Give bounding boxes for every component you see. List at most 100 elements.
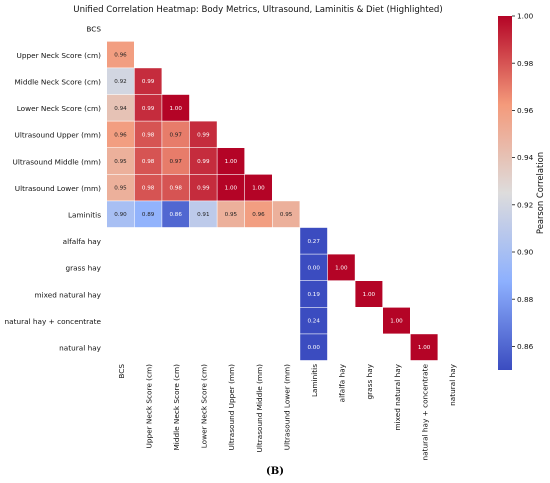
x-tick-label: Ultrasound Lower (mm) <box>282 364 291 450</box>
heatmap-cell <box>410 334 438 361</box>
x-tick-label: Ultrasound Upper (mm) <box>227 364 236 451</box>
y-axis-labels: BCS Upper Neck Score (cm) Middle Neck Scor… <box>5 24 102 352</box>
x-tick-label: BCS <box>117 364 126 379</box>
heatmap-cell <box>300 281 328 307</box>
cell-value-label: 0.98 <box>142 159 155 165</box>
x-tick-label: natural hay + concentrate <box>420 363 429 460</box>
colorbar-gradient <box>498 16 512 370</box>
cell-value-label: 1.00 <box>169 106 182 112</box>
x-tick-label: Ultrasound Middle (mm) <box>255 364 264 453</box>
cell-value-label: 0.89 <box>142 212 155 218</box>
heatmap-cell <box>107 201 134 228</box>
cell-value-label: 1.00 <box>225 159 238 165</box>
heatmap-cell <box>162 148 190 174</box>
colorbar-tick-label: 1.00 <box>517 12 534 21</box>
heatmap-cell <box>245 174 272 201</box>
heatmap-cell <box>107 148 134 174</box>
cell-value-label: 0.86 <box>169 212 182 218</box>
colorbar: 0.86 0.88 0.90 0.92 0.94 0.96 0.98 1.00 Pearson… <box>498 12 545 370</box>
cell-value-label: 0.95 <box>225 212 238 218</box>
cell-value-label: 0.97 <box>169 132 182 138</box>
heatmap-cell <box>162 201 190 228</box>
heatmap-cell <box>107 41 134 68</box>
cell-value-label: 0.95 <box>280 212 293 218</box>
x-tick-label: alfalfa hay <box>338 363 347 402</box>
heatmap-cells: 0.96 0.92 0.99 0.94 0.99 1.00 0.96 0.98 0.97 0.99… <box>107 41 438 361</box>
y-tick-label: grass hay <box>66 264 102 273</box>
cell-value-label: 0.97 <box>169 159 182 165</box>
heatmap-cell <box>300 227 328 254</box>
x-tick-label: Laminitis <box>310 364 319 397</box>
cell-value-label: 0.95 <box>114 159 127 165</box>
cell-value-label: 0.00 <box>307 345 320 351</box>
y-tick-label: Ultrasound Upper (mm) <box>15 131 102 140</box>
cell-value-label: 0.96 <box>114 132 127 138</box>
heatmap-cell <box>189 174 217 201</box>
cell-value-label: 1.00 <box>335 265 348 271</box>
y-tick-label: Laminitis <box>68 211 101 220</box>
y-tick-label: mixed natural hay <box>35 290 102 299</box>
cell-value-label: 0.92 <box>114 79 126 85</box>
heatmap-cell <box>134 148 162 174</box>
heatmap-cell <box>162 121 190 148</box>
heatmap-cell <box>355 281 383 307</box>
chart-title: Unified Correlation Heatmap: Body Metric… <box>73 5 442 15</box>
cell-value-label: 0.27 <box>307 239 320 245</box>
colorbar-tick-label: 0.92 <box>517 200 533 209</box>
cell-value-label: 0.90 <box>114 212 127 218</box>
heatmap-cell <box>327 254 355 281</box>
heatmap-cell <box>134 174 162 201</box>
x-axis-labels: BCS Upper Neck Score (cm) Middle Neck Scor… <box>117 363 457 460</box>
cell-value-label: 0.96 <box>114 53 127 59</box>
heatmap-cell <box>162 94 190 121</box>
heatmap-cell <box>107 68 134 95</box>
colorbar-ticks: 0.86 0.88 0.90 0.92 0.94 0.96 0.98 1.00 <box>512 12 534 351</box>
cell-value-label: 0.00 <box>307 265 320 271</box>
heatmap-cell <box>245 201 272 228</box>
cell-value-label: 0.99 <box>142 106 155 112</box>
cell-value-label: 0.99 <box>197 132 210 138</box>
heatmap-cell <box>134 94 162 121</box>
y-tick-label: Upper Neck Score (cm) <box>17 51 102 60</box>
colorbar-tick-label: 0.96 <box>517 106 534 115</box>
y-tick-label: Lower Neck Score (cm) <box>17 104 101 113</box>
cell-value-label: 0.99 <box>197 186 210 192</box>
heatmap-cell <box>107 94 134 121</box>
cell-value-label: 0.95 <box>114 186 127 192</box>
cell-value-label: 0.99 <box>142 79 155 85</box>
heatmap-cell <box>272 201 300 228</box>
cell-value-label: 0.98 <box>169 186 182 192</box>
heatmap-cell <box>134 201 162 228</box>
heatmap-cell <box>300 307 328 334</box>
y-tick-label: Ultrasound Lower (mm) <box>15 184 101 193</box>
heatmap-cell <box>217 174 245 201</box>
cell-value-label: 0.96 <box>252 212 265 218</box>
cell-value-label: 0.24 <box>307 319 320 325</box>
colorbar-tick-label: 0.86 <box>517 342 534 351</box>
cell-value-label: 0.94 <box>114 106 127 112</box>
cell-value-label: 1.00 <box>418 345 431 351</box>
cell-value-label: 1.00 <box>390 319 403 325</box>
y-tick-label: BCS <box>86 24 101 33</box>
cell-value-label: 0.19 <box>307 292 320 298</box>
heatmap-cell <box>300 254 328 281</box>
heatmap-cell <box>134 121 162 148</box>
cell-value-label: 1.00 <box>252 186 265 192</box>
figure-caption: (B) <box>266 466 284 477</box>
heatmap-cell <box>217 201 245 228</box>
colorbar-label: Pearson Correlation <box>535 152 545 234</box>
cell-value-label: 1.00 <box>363 292 376 298</box>
colorbar-tick-label: 0.90 <box>517 248 534 257</box>
y-tick-label: natural hay + concentrate <box>5 317 102 326</box>
colorbar-tick-label: 0.98 <box>517 59 534 68</box>
y-tick-label: Middle Neck Score (cm) <box>15 78 102 87</box>
heatmap-cell <box>134 68 162 95</box>
x-tick-label: grass hay <box>365 363 374 399</box>
x-tick-label: mixed natural hay <box>393 363 402 430</box>
heatmap-cell <box>189 201 217 228</box>
x-tick-label: natural hay <box>448 363 457 405</box>
cell-value-label: 0.98 <box>142 132 155 138</box>
heatmap-cell <box>107 121 134 148</box>
colorbar-tick-label: 0.94 <box>517 153 534 162</box>
